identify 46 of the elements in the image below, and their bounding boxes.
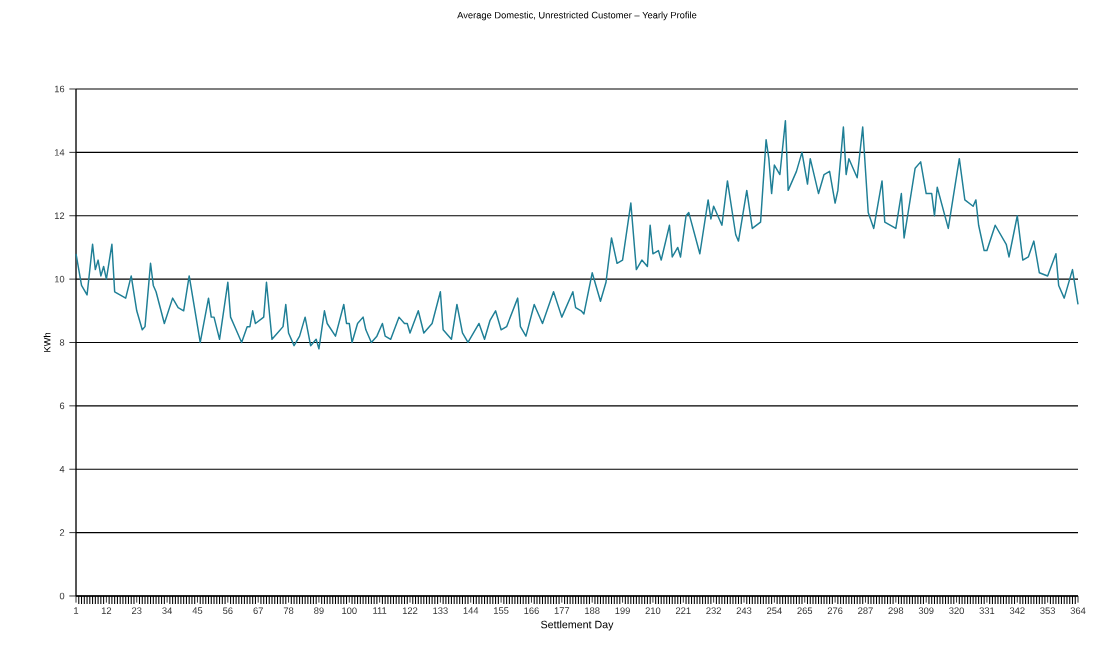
y-tick-label: 16: [54, 85, 65, 93]
x-tick-label: 34: [162, 607, 173, 614]
x-tick-label: 122: [402, 607, 418, 614]
chart-title: Average Domestic, Unrestricted Customer – Yearly Profile: [457, 11, 697, 21]
x-tick-label: 309: [918, 607, 934, 614]
x-tick-label: 221: [675, 607, 691, 614]
x-tick-label: 210: [645, 607, 661, 614]
y-tick-label: 6: [59, 402, 65, 410]
x-tick-label: 12: [101, 607, 112, 614]
y-tick-label: 8: [59, 339, 65, 346]
x-tick-label: 111: [373, 607, 387, 614]
x-tick-label: 23: [132, 607, 142, 614]
y-tick-label: 14: [54, 149, 65, 156]
y-tick-label: 12: [54, 212, 65, 219]
x-tick-label: 100: [342, 607, 357, 614]
x-tick-label: 232: [706, 607, 721, 614]
x-tick-label: 144: [463, 607, 479, 614]
x-tick-label: 1: [74, 607, 79, 614]
y-tick-label: 4: [59, 466, 65, 473]
x-tick-label: 177: [554, 607, 570, 614]
x-tick-label: 67: [253, 607, 263, 614]
x-tick-label: 45: [192, 607, 203, 614]
x-tick-label: 56: [223, 607, 233, 614]
x-tick-label: 342: [1009, 607, 1025, 614]
x-tick-label: 364: [1070, 607, 1086, 614]
y-axis-title: KWh: [43, 332, 51, 352]
y-tick-label: 10: [54, 275, 65, 283]
x-tick-label: 287: [858, 607, 873, 614]
x-tick-label: 298: [888, 607, 904, 614]
x-tick-label: 133: [433, 607, 448, 614]
x-tick-label: 188: [585, 607, 600, 614]
y-tick-label: 0: [59, 592, 65, 600]
x-tick-label: 353: [1040, 607, 1056, 614]
x-tick-label: 265: [797, 607, 813, 614]
x-tick-label: 331: [979, 607, 995, 614]
x-tick-label: 243: [736, 607, 752, 614]
x-tick-label: 78: [283, 607, 294, 614]
x-tick-label: 166: [524, 607, 539, 614]
x-tick-label: 199: [615, 607, 630, 614]
y-tick-label: 2: [59, 529, 65, 536]
x-tick-label: 320: [949, 607, 964, 614]
x-tick-label: 89: [314, 607, 324, 614]
x-tick-label: 276: [827, 607, 843, 614]
x-axis-title: Settlement Day: [541, 620, 614, 631]
x-tick-label: 254: [767, 607, 782, 614]
x-tick-label: 155: [494, 607, 509, 614]
